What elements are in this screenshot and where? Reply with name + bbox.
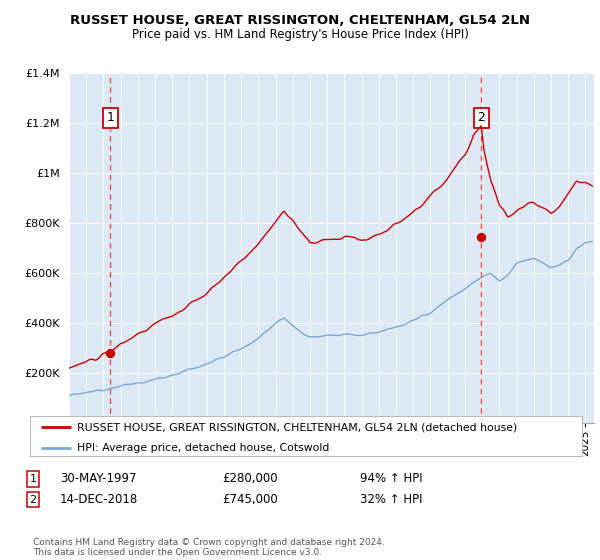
Text: HPI: Average price, detached house, Cotswold: HPI: Average price, detached house, Cots… <box>77 442 329 452</box>
Text: 14-DEC-2018: 14-DEC-2018 <box>60 493 138 506</box>
Text: 2: 2 <box>478 111 485 124</box>
Point <box>106 348 115 357</box>
Text: Contains HM Land Registry data © Crown copyright and database right 2024.
This d: Contains HM Land Registry data © Crown c… <box>33 538 385 557</box>
Text: Price paid vs. HM Land Registry's House Price Index (HPI): Price paid vs. HM Land Registry's House … <box>131 28 469 41</box>
Text: £280,000: £280,000 <box>222 472 278 486</box>
Text: 1: 1 <box>29 474 37 484</box>
Text: £745,000: £745,000 <box>222 493 278 506</box>
Text: 32% ↑ HPI: 32% ↑ HPI <box>360 493 422 506</box>
Point <box>476 232 486 241</box>
Text: 30-MAY-1997: 30-MAY-1997 <box>60 472 137 486</box>
Text: 1: 1 <box>107 111 115 124</box>
Text: 2: 2 <box>29 494 37 505</box>
Text: 94% ↑ HPI: 94% ↑ HPI <box>360 472 422 486</box>
Text: RUSSET HOUSE, GREAT RISSINGTON, CHELTENHAM, GL54 2LN: RUSSET HOUSE, GREAT RISSINGTON, CHELTENH… <box>70 14 530 27</box>
Text: RUSSET HOUSE, GREAT RISSINGTON, CHELTENHAM, GL54 2LN (detached house): RUSSET HOUSE, GREAT RISSINGTON, CHELTENH… <box>77 422 517 432</box>
